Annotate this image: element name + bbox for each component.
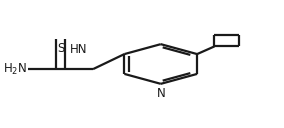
Text: H$_2$N: H$_2$N (3, 62, 27, 77)
Text: S: S (57, 42, 64, 55)
Text: HN: HN (69, 43, 87, 56)
Text: N: N (156, 87, 165, 100)
